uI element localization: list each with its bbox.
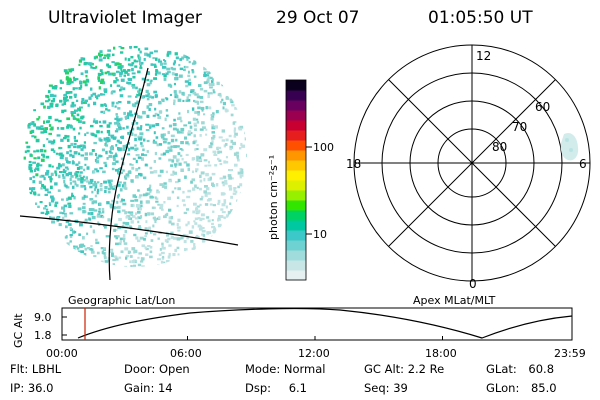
colorbar-gradient: [286, 80, 306, 281]
apex-panel-label: Apex MLat/MLT: [413, 294, 496, 307]
colorbar-stripe: [286, 170, 306, 181]
lat-label-80: 80: [492, 140, 507, 154]
door-label: Door:: [124, 362, 156, 376]
colorbar-tick-label: 100: [313, 141, 334, 154]
ip-field: IP: 36.0: [10, 381, 53, 395]
mode-field: Mode: Normal: [245, 362, 325, 376]
polar-emission-patch: [560, 132, 579, 161]
geographic-panel-label: Geographic Lat/Lon: [68, 294, 175, 307]
glat-label: GLat:: [486, 362, 517, 376]
glat-field: GLat: 60.8: [486, 362, 554, 376]
mlt-label-18: 18: [346, 157, 361, 171]
x-tick-label: 23:59: [554, 347, 586, 360]
colorbar-stripe: [286, 190, 306, 201]
colorbar-stripe: [286, 80, 306, 91]
door-value: Open: [158, 362, 190, 376]
mlt-label-0: 0: [469, 277, 477, 291]
x-tick-label: 06:00: [170, 347, 202, 360]
altitude-timeline: [61, 307, 573, 341]
colorbar: 100 10 photon cm⁻²s⁻¹: [267, 79, 334, 281]
ip-value: 36.0: [27, 381, 54, 395]
glon-label: GLon:: [486, 381, 520, 395]
colorbar-frame: [285, 79, 307, 281]
sequence-value: 39: [393, 381, 408, 395]
colorbar-stripe: [286, 230, 306, 241]
colorbar-stripe: [286, 100, 306, 111]
lat-label-60: 60: [535, 100, 550, 114]
altitude-curve: [77, 307, 573, 339]
mode-label: Mode:: [245, 362, 281, 376]
colorbar-tick-label: 10: [313, 228, 327, 241]
polar-diagonal: [388, 79, 556, 247]
gain-value: 14: [157, 381, 173, 395]
dsp-field: Dsp: 6.1: [245, 381, 307, 395]
colorbar-stripe: [286, 110, 306, 121]
gain-label: Gain:: [124, 381, 155, 395]
dsp-value: 6.1: [288, 381, 307, 395]
colorbar-stripe: [286, 150, 306, 161]
latitude-line: [19, 215, 239, 246]
colorbar-stripe: [286, 240, 306, 251]
colorbar-stripe: [286, 220, 306, 231]
colorbar-stripe: [286, 90, 306, 101]
longitude-line: [108, 67, 149, 281]
x-tick-label: 12:00: [298, 347, 330, 360]
sequence-label: Seq:: [364, 381, 390, 395]
glon-field: GLon: 85.0: [486, 381, 557, 395]
sequence-field: Seq: 39: [364, 381, 408, 395]
filter-label: Flt:: [10, 362, 29, 376]
lat-label-70: 70: [512, 120, 527, 134]
glon-value: 85.0: [530, 381, 557, 395]
colorbar-stripe: [286, 250, 306, 261]
time-label: 01:05:50 UT: [428, 8, 533, 28]
gc-altitude-label: GC Alt:: [364, 362, 405, 376]
geographic-image: [19, 46, 247, 281]
glat-value: 60.8: [528, 362, 555, 376]
gc-altitude-field: GC Alt: 2.2 Re: [364, 362, 444, 376]
colorbar-stripe: [286, 270, 306, 281]
door-field: Door: Open: [124, 362, 190, 376]
y-tick-label: 9.0: [34, 311, 52, 324]
mode-value: Normal: [283, 362, 326, 376]
gain-field: Gain: 14: [124, 381, 173, 395]
colorbar-unit-label: photon cm⁻²s⁻¹: [267, 155, 280, 240]
colorbar-stripe: [286, 130, 306, 141]
y-tick-label: 1.8: [34, 329, 52, 342]
colorbar-stripe: [286, 160, 306, 171]
colorbar-stripe: [286, 260, 306, 271]
gc-altitude-value: 2.2 Re: [407, 362, 445, 376]
colorbar-stripe: [286, 200, 306, 211]
x-tick-label: 00:00: [46, 347, 78, 360]
colorbar-stripe: [286, 140, 306, 151]
date-label: 29 Oct 07: [276, 8, 360, 28]
instrument-title: Ultraviolet Imager: [48, 8, 202, 28]
dsp-label: Dsp:: [245, 381, 272, 395]
auroral-emission-dots: [23, 46, 247, 267]
timeline-axis-label: GC Alt: [12, 313, 25, 348]
colorbar-stripe: [286, 210, 306, 221]
colorbar-stripe: [286, 120, 306, 131]
timeline-frame: [61, 307, 573, 341]
ip-label: IP:: [10, 381, 25, 395]
filter-field: Flt: LBHL: [10, 362, 61, 376]
apex-polar-plot: [353, 44, 591, 282]
mlt-label-12: 12: [476, 49, 491, 63]
mlt-label-6: 6: [579, 157, 587, 171]
colorbar-stripe: [286, 180, 306, 191]
x-tick-label: 18:00: [425, 347, 457, 360]
filter-value: LBHL: [31, 362, 62, 376]
